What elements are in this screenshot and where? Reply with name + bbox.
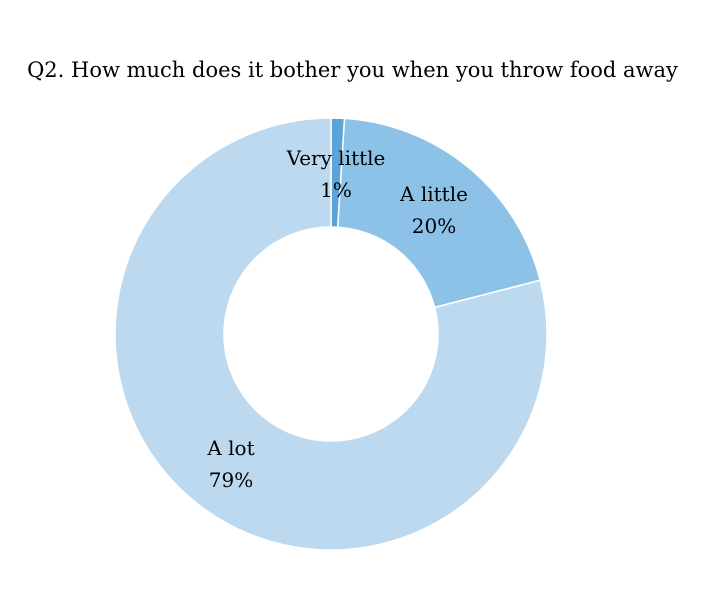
slice-value-label: 1% xyxy=(320,178,352,202)
chart-title: Q2. How much does it bother you when you… xyxy=(27,58,678,82)
slice-a-lot xyxy=(114,117,548,551)
slice-category-label: A little xyxy=(399,182,468,206)
slice-a-little xyxy=(336,117,542,309)
slice-value-label: 20% xyxy=(412,214,456,238)
donut-slices xyxy=(114,117,548,551)
slice-category-label: A lot xyxy=(206,436,254,460)
slice-category-label: Very little xyxy=(286,146,386,170)
donut-labels: Very little 1% A little 20% A lot 79% xyxy=(206,146,468,492)
slice-value-label: 79% xyxy=(209,468,253,492)
